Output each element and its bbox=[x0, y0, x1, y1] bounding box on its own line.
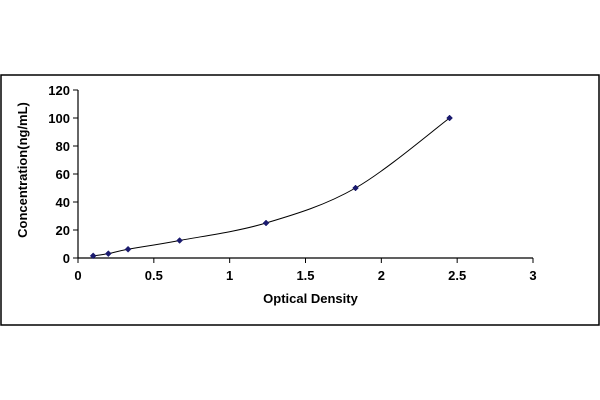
y-tick-label: 120 bbox=[48, 83, 70, 98]
data-point-marker bbox=[262, 219, 270, 227]
x-tick-label: 1.5 bbox=[296, 268, 314, 283]
outer-border bbox=[0, 74, 600, 326]
y-axis-title: Concentration(ng/mL) bbox=[15, 102, 30, 238]
x-tick-label: 2.5 bbox=[448, 268, 466, 283]
x-tick-label: 3 bbox=[529, 268, 536, 283]
y-tick-label: 60 bbox=[56, 167, 70, 182]
x-axis-ticks: 0 0.5 1 1.5 2 2.5 3 bbox=[74, 258, 537, 283]
x-tick-label: 0 bbox=[74, 268, 81, 283]
data-point-marker bbox=[124, 245, 132, 253]
data-point-marker bbox=[176, 237, 183, 244]
data-point-marker bbox=[446, 114, 453, 122]
data-point-marker bbox=[104, 250, 112, 257]
data-points-layer bbox=[89, 114, 453, 260]
data-point-marker bbox=[352, 184, 359, 192]
x-axis-title: Optical Density bbox=[263, 291, 358, 306]
y-axis-ticks: 0 20 40 60 80 100 120 bbox=[48, 83, 78, 266]
x-tick-label: 0.5 bbox=[145, 268, 163, 283]
y-tick-label: 20 bbox=[56, 223, 70, 238]
y-tick-label: 40 bbox=[56, 195, 70, 210]
y-tick-label: 80 bbox=[56, 139, 70, 154]
data-point-marker bbox=[89, 252, 97, 260]
y-tick-label: 0 bbox=[63, 251, 70, 266]
x-tick-label: 1 bbox=[226, 268, 233, 283]
y-tick-label: 100 bbox=[48, 111, 70, 126]
x-tick-label: 2 bbox=[378, 268, 385, 283]
